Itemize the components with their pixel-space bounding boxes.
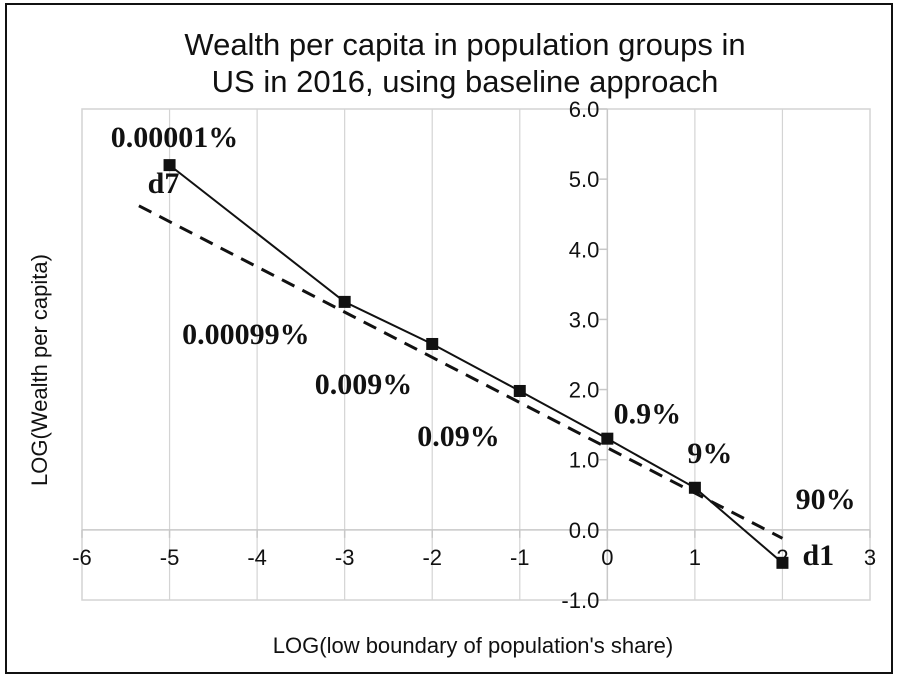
y-tick-label: 1.0 [569,448,600,473]
data-point-marker [776,556,789,569]
data-label-point: 0.9% [614,398,682,431]
data-label-point: 9% [687,437,732,470]
tick-labels: -6-5-4-3-2-10123-1.00.01.02.03.04.05.06.… [72,97,876,613]
x-tick-label: -2 [422,545,442,570]
data-label-point: d1 [802,539,834,572]
chart-title-line-2: US in 2016, using baseline approach [212,64,719,99]
data-label-point: 0.00099% [182,318,310,351]
x-tick-label: -1 [510,545,530,570]
data-point-marker [601,432,614,445]
y-tick-label: 5.0 [569,167,600,192]
y-tick-label: 3.0 [569,307,600,332]
x-tick-label: -4 [247,545,267,570]
axis-layer [81,108,871,601]
x-tick-label: 1 [689,545,701,570]
chart-title-line-1: Wealth per capita in population groups i… [184,27,745,62]
x-tick-label: 3 [864,545,876,570]
series-line-observed [168,164,784,564]
y-axis-title: LOG(Wealth per capita) [27,254,52,486]
x-axis-title: LOG(low boundary of population's share) [273,633,673,658]
data-label-point: 0.00001% [111,121,239,154]
series-layer [138,159,789,569]
y-tick-label: 0.0 [569,518,600,543]
annotation-label: d7 [148,167,180,200]
x-tick-label: -6 [72,545,92,570]
chart-svg: Wealth per capita in population groups i… [27,27,876,658]
chart-frame: Wealth per capita in population groups i… [5,3,893,674]
annotation-label: 90% [796,483,856,516]
y-tick-label: 6.0 [569,97,600,122]
series-line-fit [138,204,784,540]
y-tick-label: 4.0 [569,237,600,262]
data-labels: 0.00001% 0.00099%0.009%0.09% 0.9%9% d1 d7 90% [111,121,856,572]
data-point-marker [513,384,526,397]
y-tick-label: 2.0 [569,378,600,403]
y-tick-label: -1.0 [561,588,599,613]
data-label-point: 0.009% [315,368,413,401]
data-point-marker [163,159,176,172]
x-tick-label: -5 [160,545,180,570]
x-tick-label: -3 [335,545,355,570]
data-label-point: 0.09% [417,420,500,453]
x-tick-label: 0 [601,545,613,570]
data-point-marker [338,295,351,308]
data-point-marker [426,337,439,350]
grid-layer [81,108,871,601]
plot-area-border [81,108,871,601]
